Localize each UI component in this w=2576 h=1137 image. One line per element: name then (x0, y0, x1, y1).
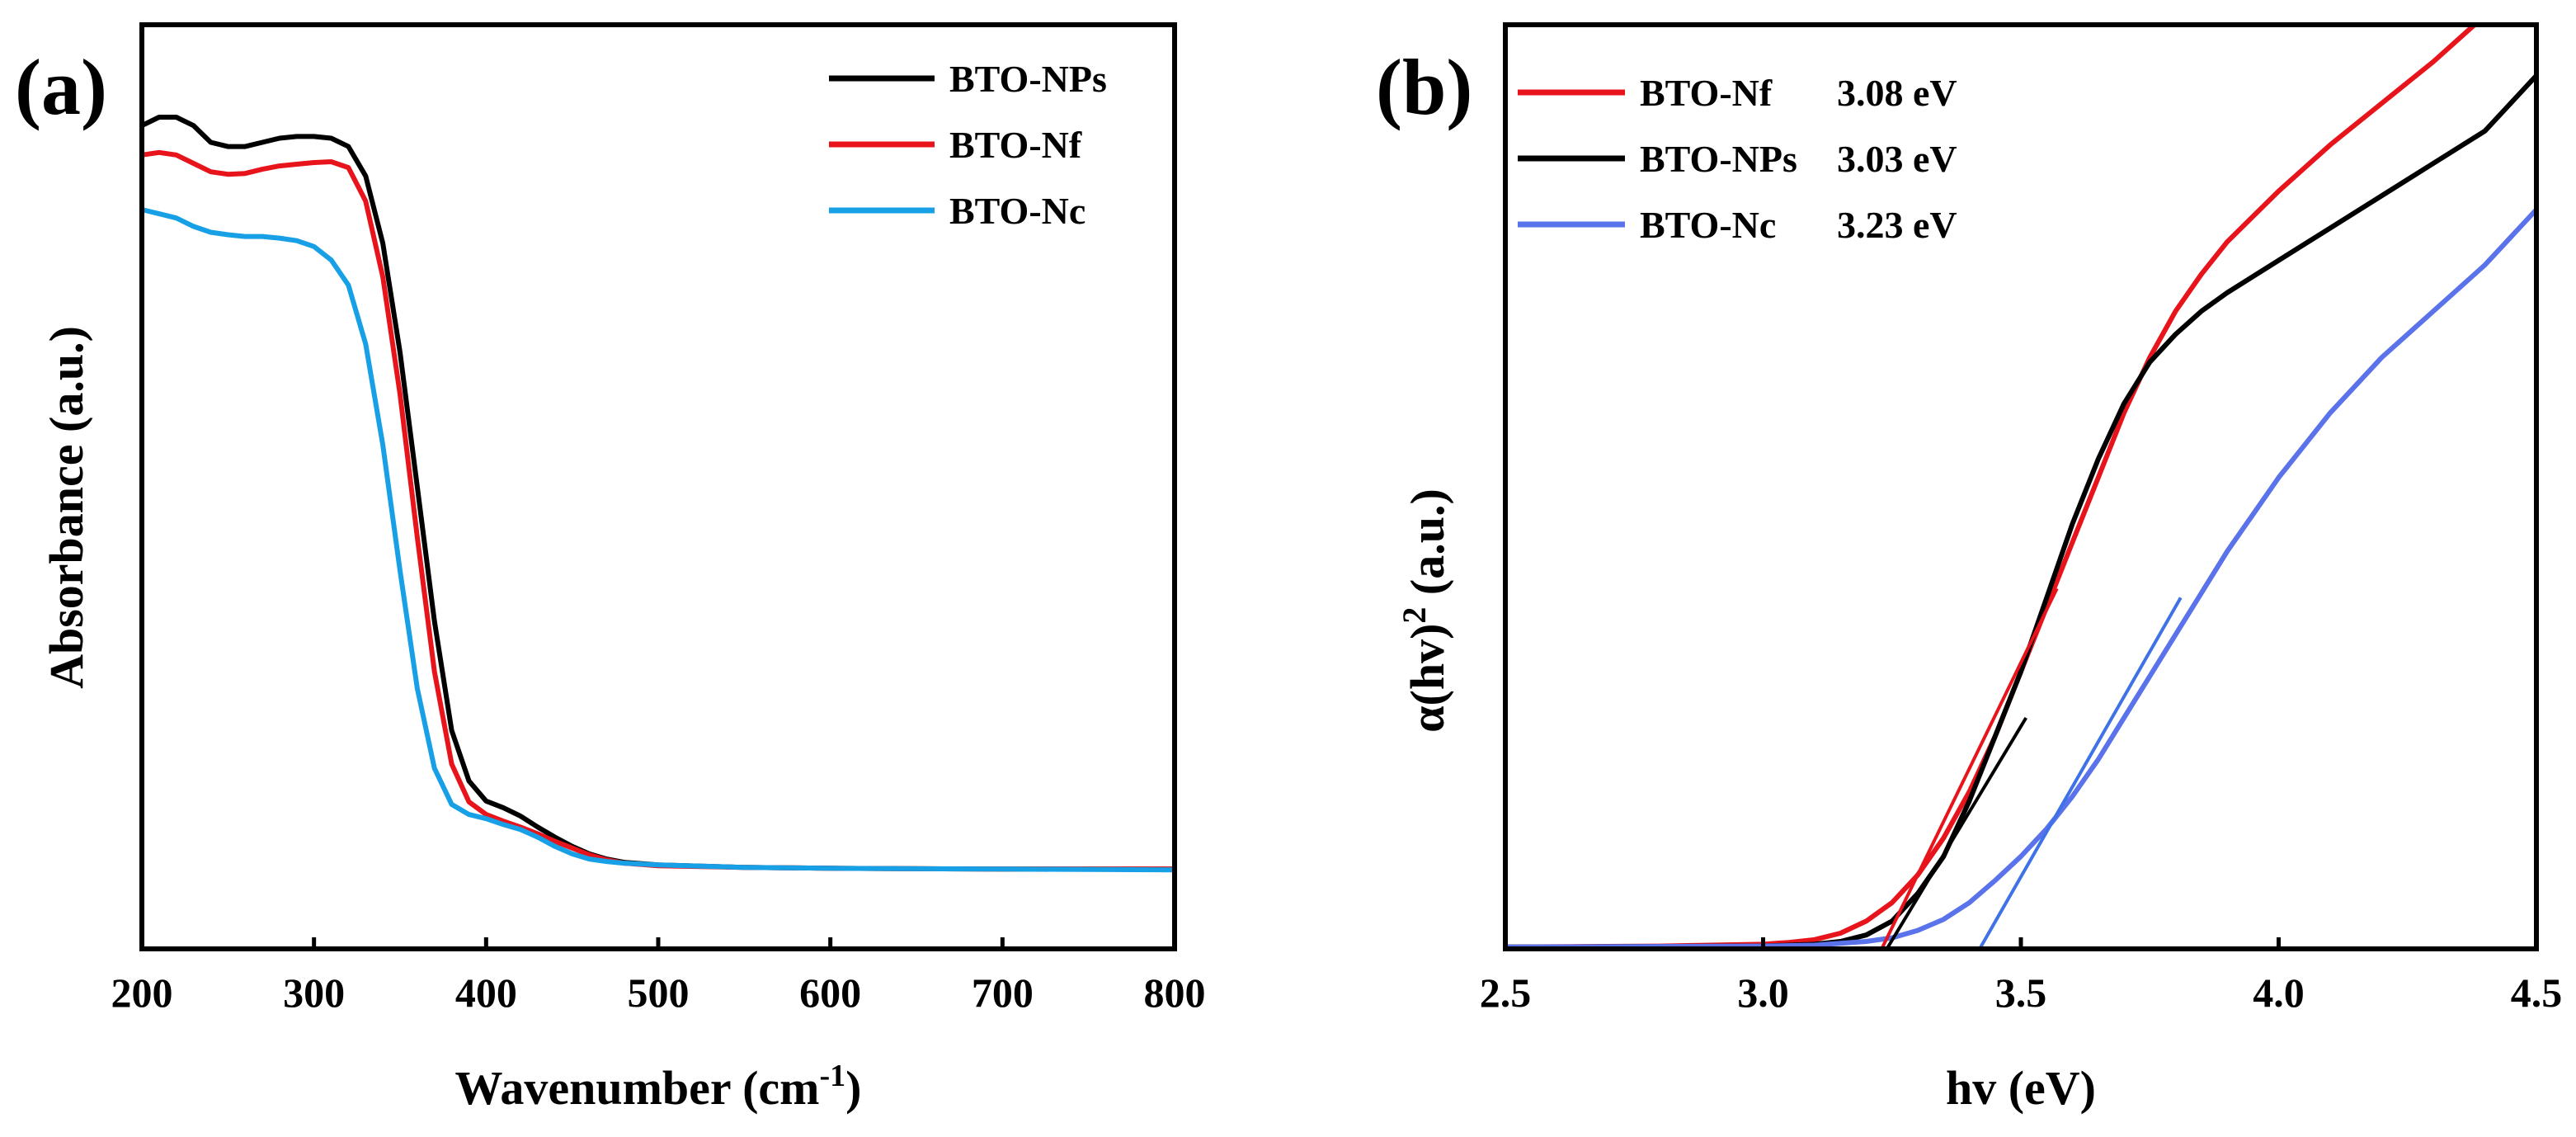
x-tick-label: 300 (283, 970, 345, 1016)
legend-label: BTO-Nc 3.23 eV (1640, 204, 1957, 246)
panel-b: (b) α(hv)2 (a.u.) 2.5 3.0 3.5 4.0 4.5 BTO-Nf… (1376, 22, 2563, 1115)
x-tick-label: 4.0 (2253, 970, 2305, 1016)
panel-a-x-axis-title-close: ) (845, 1061, 861, 1115)
panel-a-x-axis-title-sup: -1 (819, 1059, 845, 1093)
tangent-line-2 (1885, 716, 2027, 951)
panel-a: (a) Absorbance (a.u.) 200 300 400 500 600 700… (15, 22, 1206, 1115)
legend-gap-value: 3.23 eV (1837, 204, 1957, 246)
x-tick-label: 3.5 (1995, 970, 2047, 1016)
legend-label: BTO-Nc (949, 190, 1085, 232)
tangent-line-3 (1978, 597, 2183, 950)
series-line-bto-nf (141, 149, 1175, 872)
panel-b-y-axis-title-tail: (a.u.) (1401, 488, 1454, 606)
panel-a-legend: BTO-NPs BTO-Nf BTO-Nc (829, 58, 1107, 232)
x-tick-label: 3.0 (1737, 970, 1789, 1016)
legend-series-name: BTO-Nf (1640, 72, 1773, 114)
x-tick-label: 800 (1144, 970, 1206, 1016)
x-tick-label: 2.5 (1480, 970, 1532, 1016)
series-line-bto-nc (1505, 207, 2539, 950)
panel-b-y-axis-title-main: α(hv) (1401, 624, 1454, 733)
panel-a-y-axis-title: Absorbance (a.u.) (40, 326, 93, 689)
panel-b-label: (b) (1376, 43, 1472, 131)
series-line-bto-nps (1505, 73, 2539, 950)
x-tick-label: 4.5 (2511, 970, 2563, 1016)
panel-b-x-ticks: 2.5 3.0 3.5 4.0 4.5 (1480, 937, 2563, 1016)
tangent-line-1 (1880, 587, 2059, 950)
legend-label: BTO-NPs (949, 58, 1107, 100)
panel-b-plot-area (1505, 22, 2539, 951)
legend-label: BTO-NPs 3.03 eV (1640, 138, 1957, 180)
panel-a-label: (a) (15, 43, 107, 131)
legend-gap-value: 3.08 eV (1837, 72, 1957, 114)
x-tick-label: 200 (111, 970, 173, 1016)
legend-series-name: BTO-NPs (1640, 138, 1797, 180)
legend-gap-value: 3.03 eV (1837, 138, 1957, 180)
legend-series-name: BTO-Nc (1640, 204, 1776, 246)
legend-label: BTO-Nf (949, 124, 1082, 166)
panel-a-x-ticks: 200 300 400 500 600 700 800 (111, 937, 1206, 1016)
panel-a-plot-area (140, 115, 1175, 873)
x-tick-label: 700 (972, 970, 1034, 1016)
panel-a-x-axis-title: Wavenumber (cm-1) (455, 1059, 862, 1115)
x-tick-label: 500 (628, 970, 690, 1016)
legend-label: BTO-Nf 3.08 eV (1640, 72, 1957, 114)
panel-b-legend: BTO-Nf 3.08 eV BTO-NPs 3.03 eV BTO-Nc 3.23 eV (1518, 72, 1957, 246)
x-tick-label: 600 (799, 970, 861, 1016)
panel-b-y-axis-title-sup: 2 (1396, 607, 1433, 624)
x-tick-label: 400 (455, 970, 517, 1016)
series-line-bto-nc (141, 207, 1175, 873)
panel-a-x-axis-title-main: Wavenumber (cm (455, 1061, 820, 1115)
panel-b-x-axis-title: hv (eV) (1946, 1061, 2096, 1115)
panel-b-y-axis-title: α(hv)2 (a.u.) (1396, 488, 1454, 733)
